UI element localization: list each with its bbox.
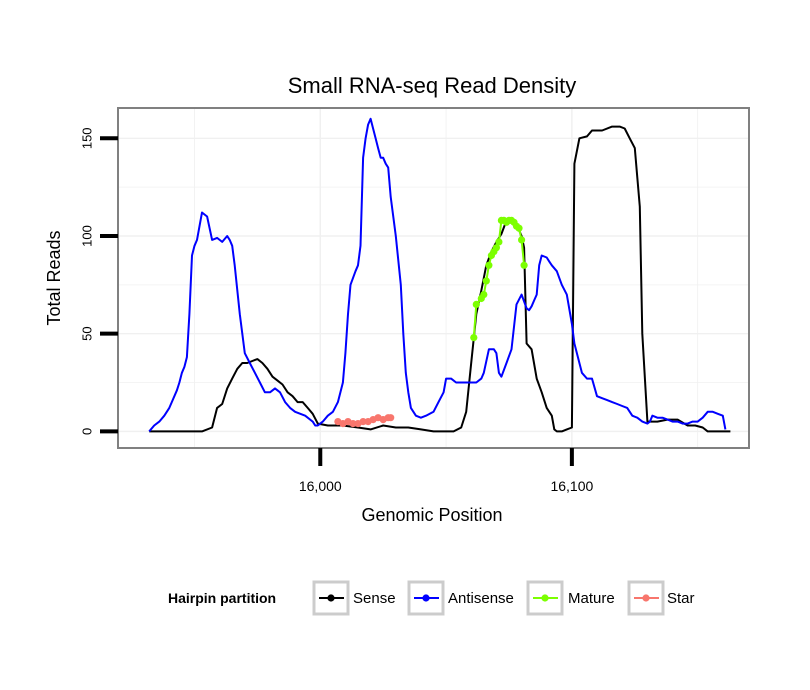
star-legend-dot: [642, 594, 650, 602]
mature-data-point: [518, 236, 526, 244]
antisense-series-line: [148, 117, 727, 433]
y-tick-label: 0: [79, 428, 94, 435]
sense-legend-dot: [327, 594, 335, 602]
x-tick-label: 16,000: [299, 478, 342, 494]
sense-legend-label: Sense: [353, 590, 396, 607]
y-tick-label: 50: [79, 326, 94, 340]
mature-data-point: [515, 224, 523, 232]
y-axis-label: Total Reads: [44, 230, 64, 325]
mature-data-point: [485, 261, 493, 269]
mature-data-point: [482, 277, 490, 285]
legend-title: Hairpin partition: [168, 590, 276, 606]
x-tick-label: 16,100: [550, 478, 593, 494]
star-data-point: [387, 414, 395, 422]
y-tick-label: 150: [79, 127, 94, 149]
mature-data-point: [495, 238, 503, 246]
plot-panel-border: [117, 107, 750, 449]
star-data-point: [349, 420, 357, 428]
mature-legend-label: Mature: [568, 590, 615, 607]
antisense-legend-label: Antisense: [448, 590, 514, 607]
mature-data-point: [470, 334, 478, 342]
y-tick-label: 100: [79, 225, 94, 247]
antisense-legend-dot: [422, 594, 430, 602]
grid: [119, 109, 748, 447]
legend: Hairpin partition Sense Antisense Mature St…: [168, 580, 695, 616]
mature-series-line: [472, 219, 526, 338]
series-layer: [148, 117, 731, 433]
mature-data-point: [520, 261, 528, 269]
mature-data-point: [492, 244, 500, 252]
x-axis-label: Genomic Position: [361, 505, 502, 525]
mature-data-point: [472, 300, 480, 308]
mature-data-point: [480, 291, 488, 299]
chart-title: Small RNA-seq Read Density: [288, 73, 577, 98]
axes: 0 50 100 150 16,000 16,100: [79, 127, 593, 494]
mature-legend-dot: [541, 594, 549, 602]
star-data-point: [359, 418, 367, 426]
star-legend-label: Star: [667, 590, 695, 607]
